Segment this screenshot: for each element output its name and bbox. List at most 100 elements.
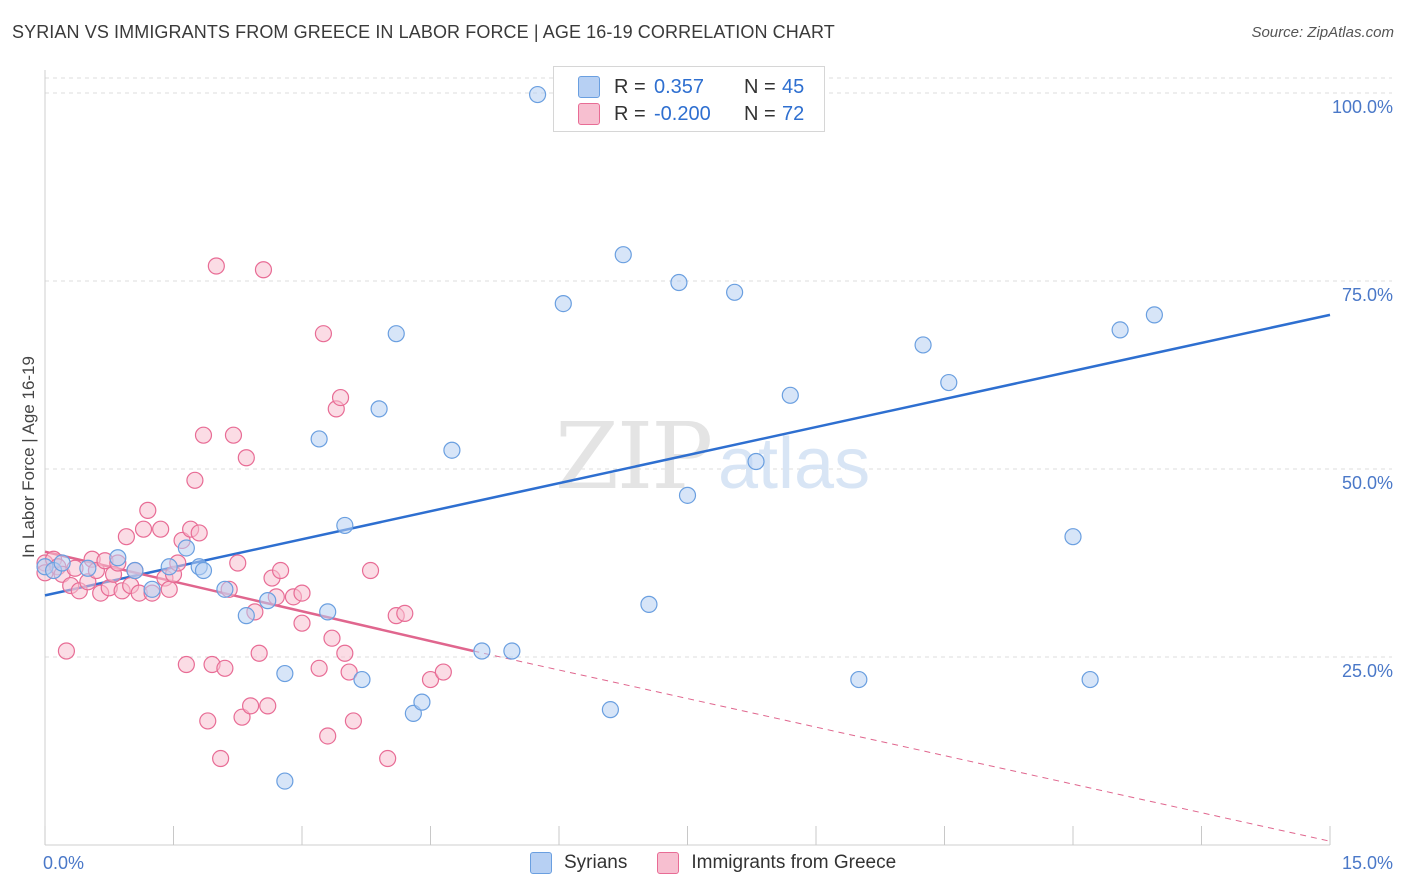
series-legend-label: Syrians xyxy=(564,852,628,873)
point-syrians xyxy=(1081,670,1099,689)
point-greece xyxy=(194,426,213,444)
trend-line-syrians xyxy=(44,313,1331,597)
point-greece xyxy=(250,644,268,662)
point-greece xyxy=(139,501,157,519)
point-greece xyxy=(344,712,362,730)
legend-r-label: R = xyxy=(614,75,646,98)
point-greece xyxy=(134,520,153,538)
point-greece xyxy=(271,561,290,580)
point-greece xyxy=(379,749,397,768)
point-syrians xyxy=(79,559,97,577)
series-legend-greece[interactable]: Immigrants from Greece xyxy=(657,852,896,874)
point-syrians xyxy=(160,558,178,576)
point-greece xyxy=(396,604,414,622)
watermark: ZIP atlas xyxy=(555,403,870,510)
point-greece xyxy=(254,261,273,279)
watermark-atlas: atlas xyxy=(718,424,870,504)
point-greece xyxy=(259,697,277,715)
point-syrians xyxy=(319,603,337,621)
point-syrians xyxy=(143,580,161,598)
point-greece xyxy=(310,659,328,677)
point-syrians xyxy=(940,373,958,392)
point-greece xyxy=(224,426,243,444)
point-greece xyxy=(421,670,440,689)
point-greece xyxy=(177,655,195,674)
point-greece xyxy=(160,580,178,598)
point-greece xyxy=(152,520,170,538)
legend-r-label: R = xyxy=(614,102,646,125)
trend-line-greece-extrapolated xyxy=(473,650,1331,842)
point-syrians xyxy=(503,642,521,660)
point-greece xyxy=(117,528,135,546)
point-syrians xyxy=(276,772,294,790)
legend-r-value: -0.200 xyxy=(654,102,711,125)
chart-title: SYRIAN VS IMMIGRANTS FROM GREECE IN LABO… xyxy=(12,22,835,42)
legend-n-value: 45 xyxy=(782,75,805,98)
point-greece xyxy=(434,663,452,681)
point-syrians xyxy=(1064,528,1082,546)
point-syrians xyxy=(126,561,144,580)
point-greece xyxy=(361,561,380,580)
legend-r-value: 0.357 xyxy=(654,75,705,98)
point-greece xyxy=(216,659,234,677)
point-syrians xyxy=(177,539,195,557)
point-greece xyxy=(190,524,208,542)
legend-swatch-blue xyxy=(578,76,600,98)
point-syrians xyxy=(781,386,799,404)
legend-n-label: N = xyxy=(744,102,776,125)
point-syrians xyxy=(194,561,213,580)
y-tick-label: 100.0% xyxy=(1332,97,1393,117)
point-greece xyxy=(314,325,333,343)
y-tick-label: 50.0% xyxy=(1342,473,1393,493)
point-syrians xyxy=(601,701,620,719)
point-syrians xyxy=(237,607,255,625)
legend-swatch-pink xyxy=(657,852,680,874)
point-syrians xyxy=(216,580,234,598)
x-tick-label: 0.0% xyxy=(43,853,84,873)
point-greece xyxy=(340,663,358,681)
point-syrians xyxy=(473,642,491,660)
point-syrians xyxy=(640,595,658,613)
point-greece xyxy=(242,697,260,715)
point-greece xyxy=(293,584,311,602)
point-greece xyxy=(212,749,230,768)
point-syrians xyxy=(413,693,431,711)
point-greece xyxy=(293,614,311,632)
point-syrians xyxy=(726,283,744,301)
point-greece xyxy=(229,554,247,572)
x-tick-label: 15.0% xyxy=(1342,853,1393,873)
point-greece xyxy=(57,642,76,660)
point-syrians xyxy=(370,400,388,418)
point-greece xyxy=(186,471,204,489)
legend-swatch-pink xyxy=(578,103,600,125)
point-syrians xyxy=(443,441,461,459)
series-legend-label: Immigrants from Greece xyxy=(691,852,897,873)
point-syrians xyxy=(109,549,127,567)
point-greece xyxy=(237,449,255,467)
legend-n-value: 72 xyxy=(782,102,805,125)
point-greece xyxy=(319,727,337,745)
point-syrians xyxy=(554,294,572,313)
point-syrians xyxy=(387,325,405,343)
point-syrians xyxy=(1145,306,1163,324)
point-greece xyxy=(207,257,225,275)
point-greece xyxy=(331,388,350,407)
point-syrians xyxy=(850,670,868,689)
point-syrians xyxy=(528,85,547,104)
point-syrians xyxy=(1111,321,1129,339)
legend-swatch-blue xyxy=(530,852,552,874)
point-greece xyxy=(336,644,354,662)
point-syrians xyxy=(614,246,632,264)
data-points xyxy=(36,85,1163,790)
point-syrians xyxy=(670,273,688,292)
point-syrians xyxy=(678,486,697,504)
legend-row-syrians: R = 0.357 N = 45 xyxy=(578,74,804,100)
legend-row-greece: R = -0.200 N = 72 xyxy=(578,101,804,127)
trend-lines xyxy=(44,313,1331,842)
series-legend: Syrians Immigrants from Greece xyxy=(530,852,926,874)
correlation-legend: R = 0.357 N = 45 R = -0.200 N = 72 xyxy=(553,66,825,132)
series-legend-syrians[interactable]: Syrians xyxy=(530,852,627,874)
legend-n-label: N = xyxy=(744,75,776,98)
point-greece xyxy=(323,629,341,647)
axes: 100.0% 75.0% 50.0% 25.0% 0.0% 15.0% xyxy=(43,70,1393,873)
